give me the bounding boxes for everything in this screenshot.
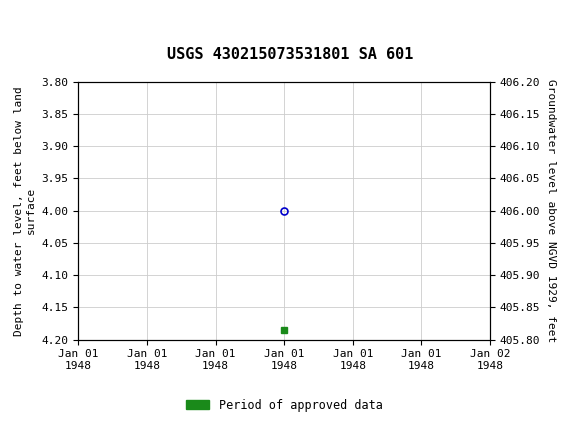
Text: ≡ USGS: ≡ USGS bbox=[6, 10, 66, 28]
Y-axis label: Depth to water level, feet below land
surface: Depth to water level, feet below land su… bbox=[14, 86, 36, 335]
Legend: Period of approved data: Period of approved data bbox=[181, 394, 387, 416]
Y-axis label: Groundwater level above NGVD 1929, feet: Groundwater level above NGVD 1929, feet bbox=[546, 79, 556, 342]
Text: USGS 430215073531801 SA 601: USGS 430215073531801 SA 601 bbox=[167, 47, 413, 62]
